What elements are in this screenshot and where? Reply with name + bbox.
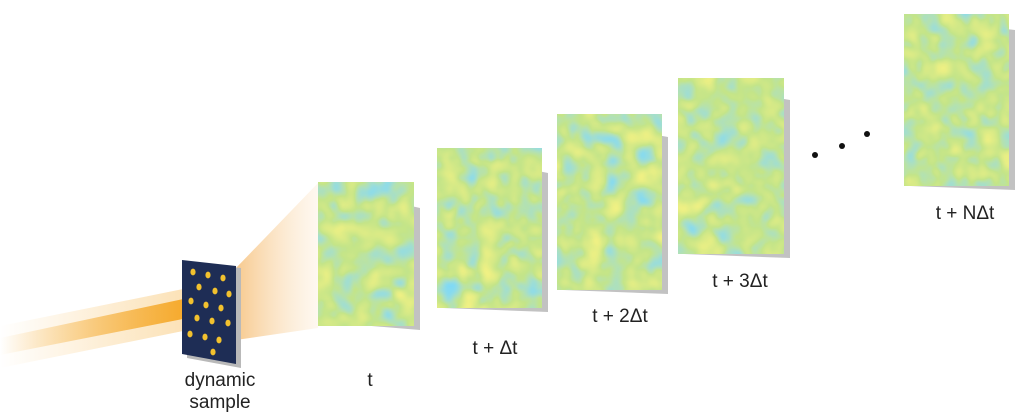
ellipsis-dots bbox=[812, 131, 870, 158]
dynamic-sample-label: dynamic sample bbox=[170, 370, 270, 414]
frame-label-t-plus-3dt: t + 3Δt bbox=[712, 271, 768, 292]
speckle-frame-t-plus-3dt bbox=[678, 78, 790, 258]
incoming-beam-glow bbox=[0, 288, 188, 368]
dynamic-sample bbox=[182, 260, 241, 368]
speckle-frame-t-plus-ndt bbox=[904, 14, 1015, 190]
speckle-frame-t bbox=[318, 182, 420, 330]
frame-label-t-plus-ndt: t + NΔt bbox=[935, 203, 995, 224]
frame-label-t-plus-2dt: t + 2Δt bbox=[592, 306, 648, 327]
dynamic-sample-label-line2: sample bbox=[189, 392, 251, 413]
speckle-frame-t-plus-2dt bbox=[557, 114, 668, 294]
frame-label-t-plus-dt: t + Δt bbox=[472, 338, 518, 359]
sample-particles bbox=[187, 268, 232, 356]
speckle-frame-t-plus-dt bbox=[437, 148, 548, 312]
scattered-light-cone bbox=[236, 183, 318, 340]
dynamic-sample-label-line1: dynamic bbox=[184, 370, 256, 391]
frame-label-t: t bbox=[367, 370, 373, 391]
